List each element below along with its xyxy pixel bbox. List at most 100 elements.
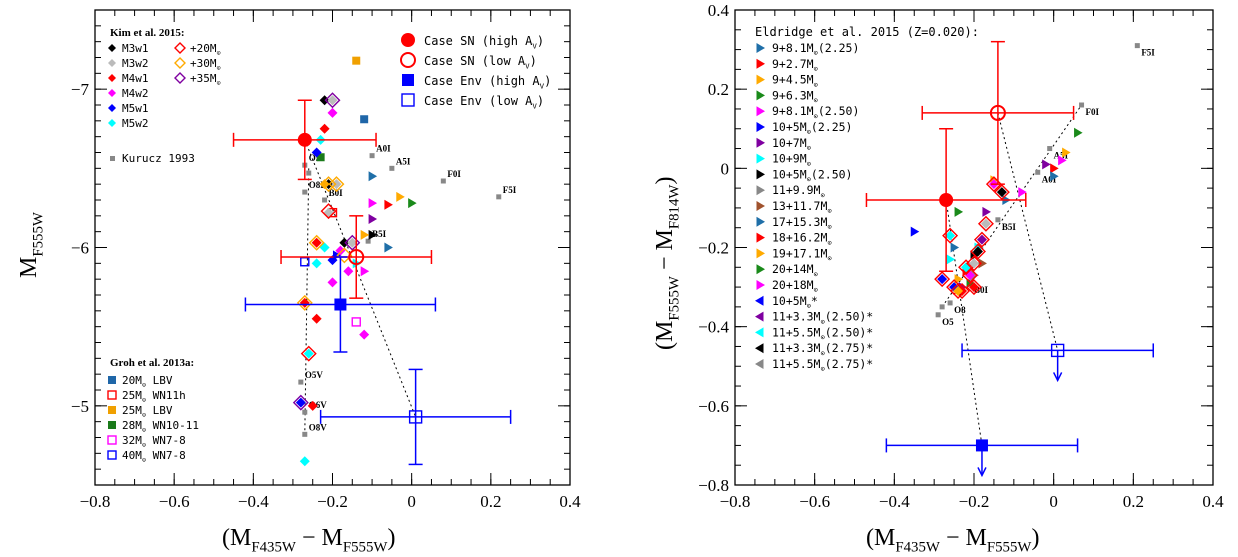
model-diamond [937,274,948,285]
kurucz-label: A0I [1042,174,1057,184]
x-tick-label: −0.4 [879,492,910,511]
kim-legend-marker [108,89,116,97]
groh-legend-label: 40M⊙ WN7-8 [122,449,186,464]
kim-point [327,277,338,288]
groh-point [352,56,361,65]
model-diamond [980,218,991,229]
groh-legend-marker [108,376,116,384]
kim-legend-label: +30M⊙ [190,57,221,72]
right-panel: −0.8 −0.6 −0.4 −0.2 0 0.2 0.4 −0.8 −0.6 −0.4 −0.2 0… [652,1,1224,556]
groh-point [360,115,369,124]
groh-legend-label: 32M⊙ WN7-8 [122,434,186,449]
y-tick-label: −0.4 [698,318,729,337]
kim-point [311,313,322,324]
model-triangle [384,199,393,210]
kurucz-point [995,217,1001,223]
model-triangle [1074,127,1083,138]
x-tick-label: −0.4 [238,492,269,511]
kurucz-point [302,189,308,195]
kim-legend-label: +35M⊙ [190,72,221,87]
kurucz-point [440,178,446,184]
eldridge-legend-marker [756,280,765,290]
groh-legend-marker [107,435,117,445]
eldridge-legend-marker [756,201,765,211]
model-diamond-outline [977,215,994,232]
model-triangle [408,198,417,209]
model-diamond [969,282,979,293]
kurucz-point [1047,146,1053,152]
kurucz-point [306,170,312,176]
x-tick-label: −0.6 [799,492,830,511]
groh-legend-marker [107,390,117,400]
kurucz-point [1035,169,1041,175]
groh-legend-label: 25M⊙ WN11h [122,389,186,404]
case-point [334,298,347,311]
eldridge-legend-label: 9+8.1M⊙(2.25) [772,41,859,57]
groh-point [316,153,325,162]
groh-legend-title: Groh et al. 2013a: [110,357,194,369]
kurucz-point [365,238,371,244]
x-tick-label: 0.4 [1202,492,1224,511]
x-tick-label: 0.2 [480,492,501,511]
kurucz-label: B5I [1002,222,1017,232]
model-triangle [950,242,960,253]
kurucz-label: F0I [447,169,461,179]
left-panel: −0.8 −0.6 −0.4 −0.2 0 0.2 0.4 −7 −6 −5 (MF435W − M… [16,9,581,556]
kurucz-point [935,312,941,318]
kurucz-label: O5I [309,153,325,163]
kim-point [327,255,338,266]
kim-point [299,456,310,467]
kim-legend-label: M3w2 [122,57,149,70]
eldridge-legend-label: 11+3.3M⊙(2.75)* [772,341,873,357]
model-triangle [360,229,370,240]
eldridge-legend-label: 20+14M⊙ [772,262,818,278]
groh-point [351,317,361,327]
eldridge-legend-label: 10+7M⊙ [772,136,811,152]
kurucz-track [941,104,1082,308]
case-legend-label: Case SN (high AV) [424,34,544,50]
x-tick-label: −0.8 [80,492,111,511]
eldridge-legend-marker [756,216,765,227]
model-diamond [976,234,987,245]
kim-point [295,397,306,408]
model-diamond [996,187,1007,198]
kim-point [335,245,346,256]
model-diamond-outline [993,184,1010,201]
kurucz-label: B5I [372,229,387,239]
eldridge-legend-label: 9+6.3M⊙ [772,88,818,104]
eldridge-legend-label: 9+8.1M⊙(2.50) [772,104,859,120]
kim-point [319,123,330,134]
eldridge-legend-marker [756,264,765,275]
kurucz-label: O8V [309,422,328,432]
kurucz-label: A0I [376,144,391,154]
kim-legend-marker [108,59,116,67]
case-point [939,193,954,207]
x-tick-label: −0.2 [959,492,990,511]
case-legend-marker [401,93,415,107]
groh-legend-marker [108,421,116,429]
kurucz-point [1079,102,1085,108]
groh-legend-label: 25M⊙ LBV [122,404,173,419]
eldridge-legend-marker [755,311,764,322]
x-tick-label: −0.2 [317,492,348,511]
kim-point [311,258,322,269]
case-point [975,439,988,452]
eldridge-legend-label: 10+5M⊙* [772,294,818,310]
model-triangle [1042,159,1051,170]
eldridge-legend-label: 11+5.5M⊙(2.50)* [772,325,873,341]
kurucz-point [302,409,308,415]
kim-legend-label: M3w1 [122,42,149,55]
model-triangle [982,206,991,217]
model-triangle [1050,171,1059,182]
eldridge-legend-title: Eldridge et al. 2015 (Z=0.020): [755,25,979,39]
kurucz-point [322,197,328,203]
model-triangle [978,258,987,269]
model-diamond [945,230,956,241]
case-legend-marker [402,74,414,86]
model-triangle [954,206,964,217]
kurucz-label: A5I [396,156,411,166]
eldridge-legend-marker [756,43,765,53]
kim-legend-marker [108,44,116,52]
kurucz-legend-label: Kurucz 1993 [122,152,195,165]
eldridge-legend-label: 11+5.5M⊙(2.75)* [772,357,873,373]
